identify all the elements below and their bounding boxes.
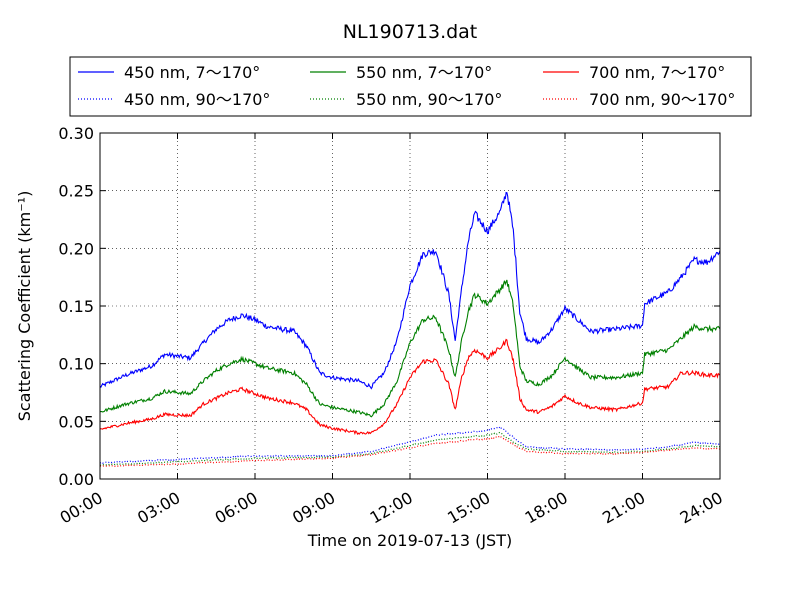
- y-tick-label: 0.20: [58, 239, 94, 258]
- y-axis-label: Scattering Coefficient (km⁻¹): [15, 191, 34, 422]
- series-line: [99, 191, 721, 390]
- y-tick-label: 0.25: [58, 182, 94, 201]
- legend-label: 700 nm, 90～170°: [589, 90, 735, 109]
- legend-label: 700 nm, 7～170°: [589, 63, 725, 82]
- legend-label: 550 nm, 90～170°: [356, 90, 502, 109]
- y-tick-label: 0.00: [58, 470, 94, 489]
- series-line: [99, 425, 721, 464]
- legend-label: 450 nm, 90～170°: [124, 90, 270, 109]
- x-tick-label: 18:00: [522, 488, 571, 528]
- x-tick-label: 12:00: [367, 488, 416, 528]
- y-tick-label: 0.10: [58, 355, 94, 374]
- legend-label: 550 nm, 7～170°: [356, 63, 492, 82]
- x-axis-label: Time on 2019-07-13 (JST): [307, 531, 512, 550]
- series-line: [99, 431, 721, 466]
- x-tick-label: 15:00: [444, 488, 493, 528]
- legend: 450 nm, 7～170° 550 nm, 7～170° 700 nm, 7～17…: [78, 63, 735, 109]
- x-tick-label: 24:00: [677, 488, 726, 528]
- x-tick-label: 21:00: [599, 488, 648, 528]
- chart-title: NL190713.dat: [343, 21, 478, 43]
- series-group: [99, 191, 721, 468]
- legend-label: 450 nm, 7～170°: [124, 63, 260, 82]
- y-tick-label: 0.15: [58, 297, 94, 316]
- x-tick-label: 09:00: [289, 488, 338, 528]
- x-tick-label: 00:00: [57, 488, 106, 528]
- x-tick-label: 06:00: [212, 488, 261, 528]
- series-line: [99, 338, 721, 436]
- x-tick-label: 03:00: [134, 488, 183, 528]
- legend-box: [69, 56, 752, 117]
- y-tick-label: 0.05: [58, 412, 94, 431]
- y-tick-label: 0.30: [58, 124, 94, 143]
- series-line: [99, 279, 721, 418]
- grid: [100, 133, 720, 479]
